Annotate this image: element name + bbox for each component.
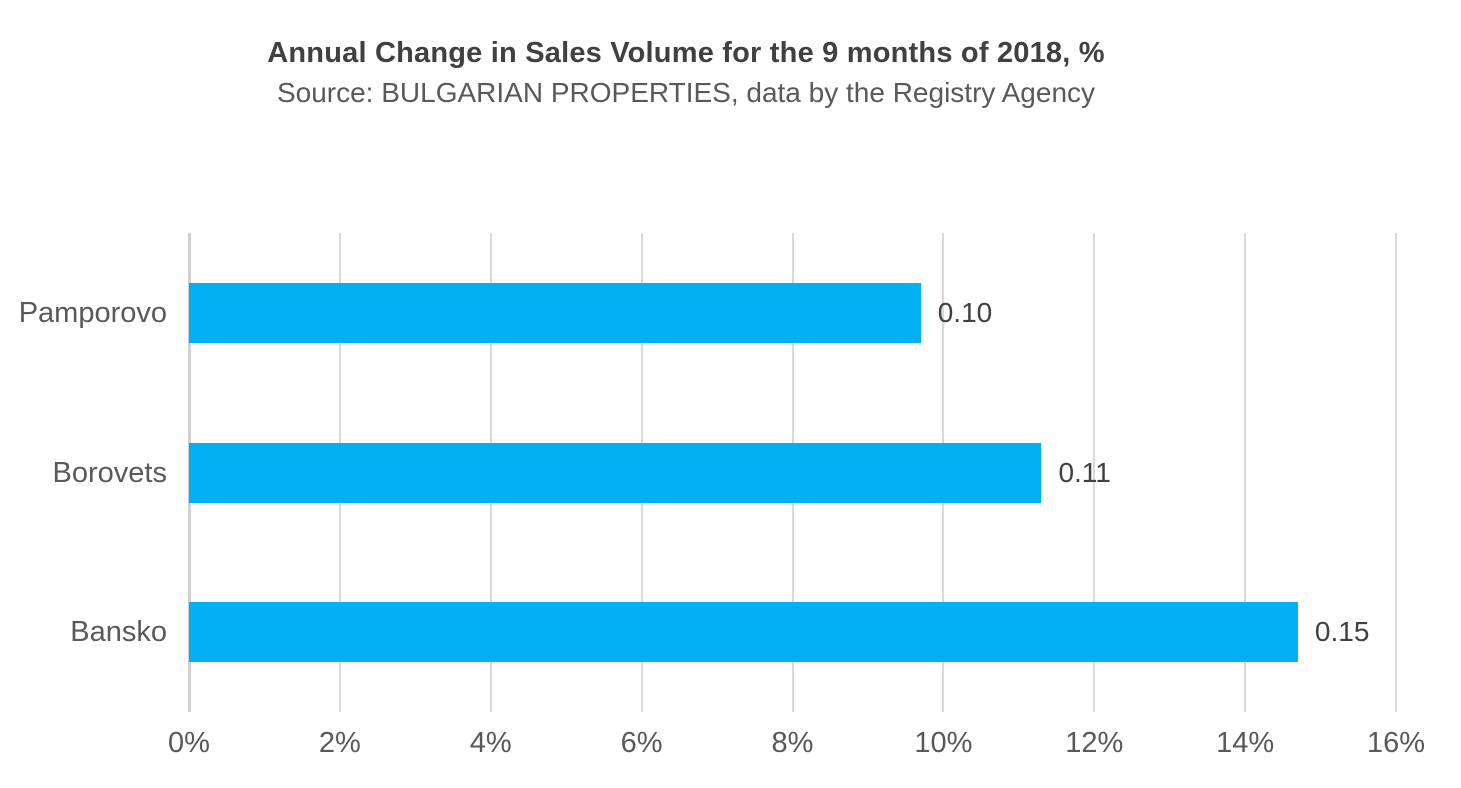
bar-bansko — [189, 602, 1298, 663]
x-axis-tick-label: 4% — [469, 727, 512, 759]
category-label-borovets: Borovets — [52, 456, 167, 489]
data-label-borovets: 0.11 — [1058, 456, 1111, 488]
bar-pamporovo — [189, 282, 921, 343]
category-label-bansko: Bansko — [70, 616, 167, 649]
gridline — [1093, 233, 1096, 712]
bar-borovets — [189, 442, 1042, 503]
x-axis-tick-label: 12% — [1065, 727, 1124, 759]
chart-title: Annual Change in Sales Volume for the 9 … — [267, 37, 1105, 69]
category-label-pamporovo: Pamporovo — [18, 296, 167, 329]
chart-subtitle: Source: BULGARIAN PROPERTIES, data by th… — [276, 76, 1096, 108]
x-axis-tick-label: 10% — [914, 727, 973, 759]
x-axis-tick-label: 16% — [1366, 727, 1426, 759]
gridline — [1244, 233, 1247, 712]
gridline — [1395, 233, 1397, 712]
data-label-pamporovo: 0.10 — [937, 296, 993, 328]
x-axis-tick-label: 14% — [1216, 727, 1275, 759]
x-axis-tick-label: 8% — [771, 727, 814, 759]
x-axis-tick-label: 2% — [318, 727, 361, 759]
chart-header: Annual Change in Sales Volume for the 9 … — [0, 36, 1372, 111]
x-axis-tick-label: 6% — [620, 727, 663, 759]
data-label-bansko: 0.15 — [1314, 616, 1370, 648]
x-axis-tick-label: 0% — [168, 727, 210, 759]
